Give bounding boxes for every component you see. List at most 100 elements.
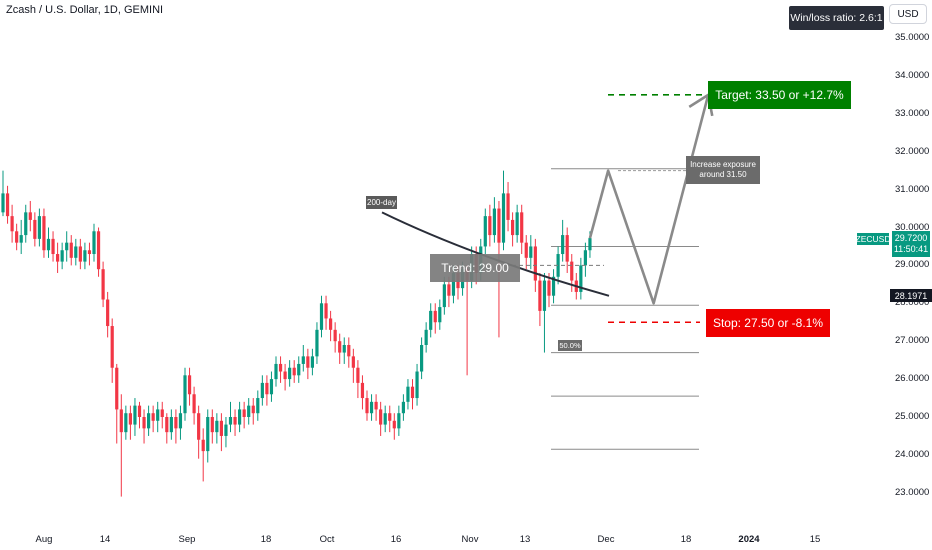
candle-body: [174, 417, 178, 429]
candle-body: [260, 382, 264, 399]
candle-body: [329, 318, 333, 330]
candle-body: [119, 409, 123, 433]
candle-body: [274, 363, 278, 380]
candle-body: [251, 405, 255, 414]
candle-body: [433, 310, 437, 323]
candle-body: [1, 193, 5, 213]
candle-body: [224, 424, 228, 436]
candle-body: [415, 371, 419, 399]
candle-body: [60, 250, 64, 262]
candle-body: [283, 371, 287, 380]
price-countdown-box: 29.7200 11:50:41: [892, 231, 930, 257]
candle-body: [33, 219, 37, 239]
candle-body: [356, 367, 360, 383]
candle-body: [492, 208, 496, 236]
candle-body: [133, 405, 137, 425]
trend-label[interactable]: Trend: 29.00: [430, 254, 520, 282]
time-tick-label: 18: [260, 534, 272, 545]
candle-body: [547, 280, 551, 296]
price-tick-label: 34.0000: [895, 69, 930, 81]
candle-body: [24, 212, 28, 236]
price-tick-label: 26.0000: [895, 373, 930, 385]
candle-body: [369, 401, 374, 414]
candle-body: [442, 284, 446, 308]
increase-exposure-label[interactable]: Increase exposure around 31.50: [686, 156, 760, 184]
candle-body: [406, 386, 410, 402]
candle-body: [310, 356, 314, 368]
candle-body: [410, 386, 415, 399]
horizontal-levels: [551, 168, 699, 450]
candle-body: [374, 401, 378, 410]
price-tick-label: 35.0000: [895, 32, 930, 43]
candle-body: [420, 344, 424, 372]
candle-body: [56, 254, 60, 262]
candle-body: [538, 280, 542, 311]
chart-title: Zcash / U.S. Dollar, 1D, GEMINI: [6, 4, 164, 16]
price-tick-label: 25.0000: [895, 411, 930, 422]
candle-body: [338, 341, 342, 353]
candle-body: [392, 420, 396, 429]
symbol-label: ZECUSD: [855, 233, 891, 245]
candle-body: [533, 246, 537, 281]
time-tick-label: 15: [809, 534, 821, 545]
candle-body: [37, 216, 41, 239]
time-tick-label: 2024: [738, 534, 760, 545]
candle-body: [365, 398, 369, 414]
candle-body: [10, 216, 14, 232]
candle-body: [201, 439, 205, 452]
candle-body: [501, 193, 506, 243]
candle-body: [570, 261, 574, 281]
time-tick-label: 16: [390, 534, 402, 545]
candle-body: [28, 212, 32, 220]
candle-body: [333, 329, 337, 342]
candle-body: [183, 375, 187, 414]
fib-50-label[interactable]: 50.0%: [558, 340, 582, 351]
candle-body: [351, 356, 355, 368]
candle-body: [92, 231, 96, 255]
candle-body: [288, 367, 292, 380]
ma-price-tag: 28.1971: [890, 289, 932, 302]
candle-body: [42, 216, 46, 251]
candle-body: [447, 284, 451, 296]
candle-body: [551, 276, 556, 296]
candle-body: [15, 231, 19, 243]
candle-body: [74, 246, 78, 258]
candlestick-series: [1, 170, 592, 497]
time-tick-label: 13: [519, 534, 531, 545]
candle-body: [128, 413, 132, 425]
candle-body: [561, 235, 565, 255]
candle-body: [83, 250, 87, 262]
candle-body: [197, 413, 201, 440]
stop-label[interactable]: Stop: 27.50 or -8.1%: [706, 309, 830, 337]
candle-body: [588, 238, 592, 251]
candle-body: [451, 272, 456, 296]
candle-body: [488, 216, 492, 236]
candle-body: [160, 409, 164, 417]
candle-body: [210, 417, 214, 433]
candle-body: [5, 193, 10, 217]
candle-body: [506, 193, 510, 220]
candle-body: [301, 356, 305, 364]
candle-body: [360, 382, 365, 399]
target-label[interactable]: Target: 33.50 or +12.7%: [708, 81, 851, 109]
candle-body: [383, 413, 387, 425]
currency-button[interactable]: USD: [889, 4, 927, 24]
candle-body: [165, 417, 169, 433]
candle-body: [397, 413, 401, 429]
candle-body: [565, 235, 569, 262]
candle-body: [142, 417, 146, 429]
candle-body: [524, 242, 528, 258]
candle-body: [579, 265, 583, 292]
candle-body: [542, 280, 547, 311]
forecast-path: [588, 94, 710, 305]
time-tick-label: Oct: [319, 534, 335, 545]
candle-body: [315, 329, 319, 357]
candle-body: [278, 363, 283, 372]
candle-body: [515, 212, 519, 236]
ma-200-label[interactable]: 200-day: [366, 196, 397, 209]
candle-body: [206, 417, 210, 452]
time-tick-label: Nov: [461, 534, 479, 545]
candle-body: [319, 303, 324, 330]
candle-body: [233, 417, 237, 425]
